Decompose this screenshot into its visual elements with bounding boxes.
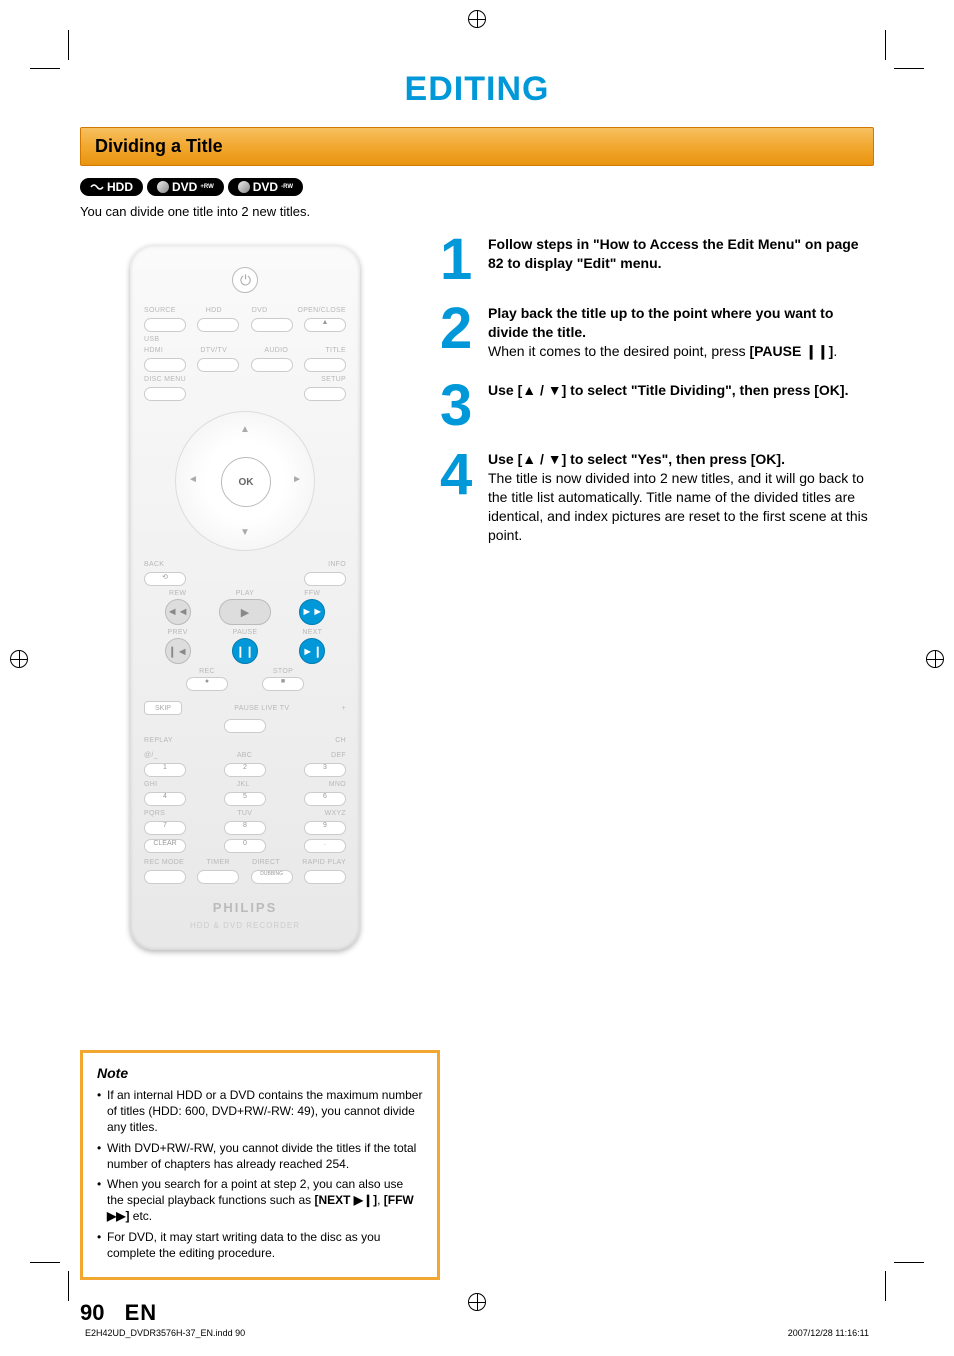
badge-dvd-plus-rw: DVD +RW [147,178,224,196]
disc-icon [238,181,250,193]
clear-button: CLEAR [144,839,186,853]
num-5: 5 [224,792,266,806]
note-box: Note If an internal HDD or a DVD contain… [80,1050,440,1280]
step-body: Follow steps in "How to Access the Edit … [488,235,874,273]
num-2: 2 [224,763,266,777]
note-item: For DVD, it may start writing data to th… [97,1229,423,1261]
num-4: 4 [144,792,186,806]
brand-subtitle: HDD & DVD RECORDER [144,921,346,930]
crop-mark [885,1271,886,1301]
rapid-play-button [304,870,346,884]
num-3: 3 [304,763,346,777]
registration-mark-top [468,10,486,28]
nav-ring: ▲ ▼ ◄ ► OK [175,411,315,551]
registration-mark-bottom [468,1293,486,1311]
crop-mark [68,1271,69,1301]
crop-mark [68,30,69,60]
step-number: 2 [440,304,482,353]
step-number: 3 [440,381,482,430]
footer-right: 2007/12/28 11:16:11 [788,1328,869,1338]
setup-button [304,387,346,401]
step-number: 4 [440,450,482,499]
registration-mark-right [926,650,944,668]
num-9: 9 [304,821,346,835]
disc-menu-button [144,387,186,401]
crop-mark [30,1262,60,1263]
step-body: Play back the title up to the point wher… [488,304,874,361]
registration-mark-left [10,650,28,668]
up-arrow: ▲ [240,424,250,435]
num-7: 7 [144,821,186,835]
note-item: When you search for a point at step 2, y… [97,1176,423,1225]
num-6: 6 [304,792,346,806]
brand-logo: PHILIPS [144,900,346,915]
num-0: 0 [224,839,266,853]
hdmi-button [144,358,186,372]
next-button: ►❙ [299,638,325,664]
step-1: 1 Follow steps in "How to Access the Edi… [440,235,874,284]
step-body: Use [▲ / ▼] to select "Yes", then press … [488,450,874,544]
pause-live-tv-button [224,719,266,733]
ffw-button: ►► [299,599,325,625]
num-8: 8 [224,821,266,835]
audio-button [251,358,293,372]
power-button [232,267,258,293]
timer-button [197,870,239,884]
stop-button: ■ [262,677,304,691]
rew-button: ◄◄ [165,599,191,625]
dtv-button [197,358,239,372]
step-4: 4 Use [▲ / ▼] to select "Yes", then pres… [440,450,874,544]
rec-mode-button [144,870,186,884]
pause-button: ❙❙ [232,638,258,664]
step-body: Use [▲ / ▼] to select "Title Dividing", … [488,381,874,400]
skip-button: SKIP [144,701,182,715]
note-title: Note [97,1065,423,1081]
badge-hdd: HDD [80,178,143,196]
note-item: With DVD+RW/-RW, you cannot divide the t… [97,1140,423,1172]
rec-button: ● [186,677,228,691]
open-close-button: ▲ [304,318,346,332]
note-list: If an internal HDD or a DVD contains the… [97,1087,423,1261]
direct-button: DUBBING [251,870,293,884]
crop-mark [30,68,60,69]
prev-button: ❙◄ [165,638,191,664]
right-arrow: ► [292,474,302,485]
source-button [144,318,186,332]
down-arrow: ▼ [240,527,250,538]
section-title: Dividing a Title [95,136,223,156]
steps-column: 1 Follow steps in "How to Access the Edi… [440,235,874,565]
media-badges: HDD DVD +RW DVD -RW [80,178,874,196]
crop-mark [894,1262,924,1263]
disc-icon [157,181,169,193]
note-item: If an internal HDD or a DVD contains the… [97,1087,423,1136]
crop-mark [894,68,924,69]
step-number: 1 [440,235,482,284]
footer-meta: E2H42UD_DVDR3576H-37_EN.indd 90 2007/12/… [85,1328,869,1338]
back-button: ⟲ [144,572,186,586]
num-1: 1 [144,763,186,777]
badge-dvd-minus-rw: DVD -RW [228,178,303,196]
title-button [304,358,346,372]
section-bar: Dividing a Title [80,127,874,166]
ok-button: OK [221,457,271,507]
footer-left: E2H42UD_DVDR3576H-37_EN.indd 90 [85,1328,245,1338]
crop-mark [885,30,886,60]
left-arrow: ◄ [188,474,198,485]
remote-control: SOURCE HDD DVD OPEN/CLOSE ▲ USB HDMI DTV… [130,245,360,950]
play-button: ▶ [219,599,271,625]
intro-text: You can divide one title into 2 new titl… [80,204,874,219]
info-button [304,572,346,586]
dot-button: . [304,839,346,853]
step-2: 2 Play back the title up to the point wh… [440,304,874,361]
hdd-button [197,318,239,332]
dvd-button [251,318,293,332]
page-title: EDITING [80,70,874,109]
step-3: 3 Use [▲ / ▼] to select "Title Dividing"… [440,381,874,430]
